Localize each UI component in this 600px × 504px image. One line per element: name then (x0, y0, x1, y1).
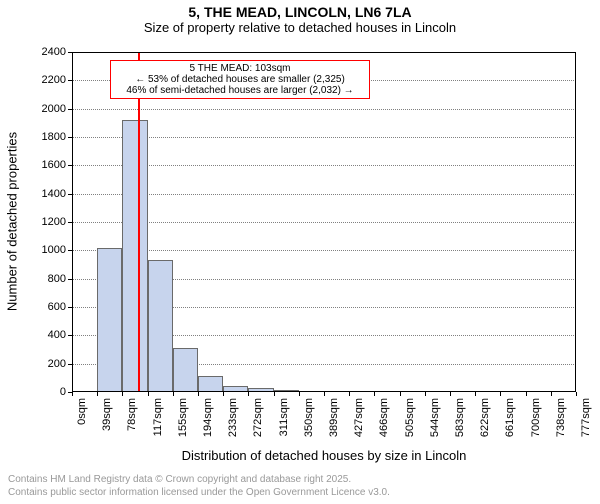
marker-line (138, 52, 140, 392)
xtick-mark (148, 392, 149, 396)
ytick-mark (68, 109, 72, 110)
xtick-label: 622sqm (479, 398, 491, 448)
ytick-label: 800 (26, 273, 66, 285)
xtick-mark (450, 392, 451, 396)
annotation-line-0: 5 THE MEAD: 103sqm (113, 63, 367, 74)
x-axis-label: Distribution of detached houses by size … (72, 448, 576, 463)
ytick-mark (68, 52, 72, 53)
plot-area (72, 52, 576, 392)
xtick-label: 194sqm (202, 398, 214, 448)
xtick-mark (324, 392, 325, 396)
ytick-label: 200 (26, 358, 66, 370)
ytick-mark (68, 165, 72, 166)
grid-line (72, 137, 576, 139)
xtick-mark (475, 392, 476, 396)
xtick-mark (274, 392, 275, 396)
ytick-label: 1600 (26, 159, 66, 171)
xtick-label: 738sqm (555, 398, 567, 448)
xtick-mark (425, 392, 426, 396)
xtick-mark (349, 392, 350, 396)
xtick-mark (374, 392, 375, 396)
xtick-label: 544sqm (429, 398, 441, 448)
xtick-label: 311sqm (278, 398, 290, 448)
grid-line (72, 222, 576, 224)
xtick-mark (400, 392, 401, 396)
xtick-mark (551, 392, 552, 396)
y-axis-label: Number of detached properties (5, 52, 20, 392)
ytick-mark (68, 80, 72, 81)
xtick-label: 389sqm (328, 398, 340, 448)
histogram-bar (97, 248, 122, 393)
histogram-bar (223, 386, 248, 392)
xtick-label: 661sqm (504, 398, 516, 448)
ytick-label: 2000 (26, 103, 66, 115)
histogram-bar (198, 376, 223, 392)
chart-area: 5 THE MEAD: 103sqm← 53% of detached hous… (0, 4, 600, 504)
histogram-bar (173, 348, 198, 392)
xtick-label: 0sqm (76, 398, 88, 448)
xtick-mark (173, 392, 174, 396)
ytick-label: 400 (26, 329, 66, 341)
histogram-bar (122, 120, 147, 392)
footer-copyright-2: Contains public sector information licen… (0, 487, 600, 498)
xtick-label: 427sqm (353, 398, 365, 448)
ytick-mark (68, 335, 72, 336)
ytick-mark (68, 222, 72, 223)
histogram-bar (248, 388, 273, 392)
xtick-label: 39sqm (101, 398, 113, 448)
grid-line (72, 250, 576, 252)
footer-copyright-1: Contains HM Land Registry data © Crown c… (0, 474, 600, 485)
ytick-label: 1000 (26, 244, 66, 256)
ytick-label: 1200 (26, 216, 66, 228)
annotation-line-2: 46% of semi-detached houses are larger (… (113, 85, 367, 96)
histogram-bar (148, 260, 173, 392)
xtick-mark (299, 392, 300, 396)
grid-line (72, 194, 576, 196)
xtick-label: 350sqm (303, 398, 315, 448)
xtick-label: 117sqm (152, 398, 164, 448)
xtick-label: 583sqm (454, 398, 466, 448)
ytick-label: 2400 (26, 46, 66, 58)
annotation-line-1: ← 53% of detached houses are smaller (2,… (113, 74, 367, 85)
xtick-label: 233sqm (227, 398, 239, 448)
ytick-mark (68, 307, 72, 308)
xtick-mark (72, 392, 73, 396)
xtick-mark (576, 392, 577, 396)
xtick-mark (97, 392, 98, 396)
xtick-label: 505sqm (404, 398, 416, 448)
xtick-mark (122, 392, 123, 396)
ytick-label: 1800 (26, 131, 66, 143)
annotation-box: 5 THE MEAD: 103sqm← 53% of detached hous… (110, 60, 370, 99)
grid-line (72, 165, 576, 167)
histogram-bar (274, 390, 299, 392)
xtick-mark (526, 392, 527, 396)
xtick-label: 155sqm (177, 398, 189, 448)
xtick-label: 777sqm (580, 398, 592, 448)
xtick-mark (223, 392, 224, 396)
xtick-label: 700sqm (530, 398, 542, 448)
xtick-mark (500, 392, 501, 396)
xtick-label: 78sqm (126, 398, 138, 448)
ytick-mark (68, 279, 72, 280)
ytick-mark (68, 194, 72, 195)
ytick-label: 2200 (26, 74, 66, 86)
ytick-mark (68, 364, 72, 365)
ytick-label: 600 (26, 301, 66, 313)
ytick-mark (68, 137, 72, 138)
ytick-mark (68, 250, 72, 251)
ytick-label: 1400 (26, 188, 66, 200)
xtick-mark (198, 392, 199, 396)
xtick-label: 466sqm (378, 398, 390, 448)
grid-line (72, 109, 576, 111)
xtick-label: 272sqm (252, 398, 264, 448)
xtick-mark (248, 392, 249, 396)
ytick-label: 0 (26, 386, 66, 398)
